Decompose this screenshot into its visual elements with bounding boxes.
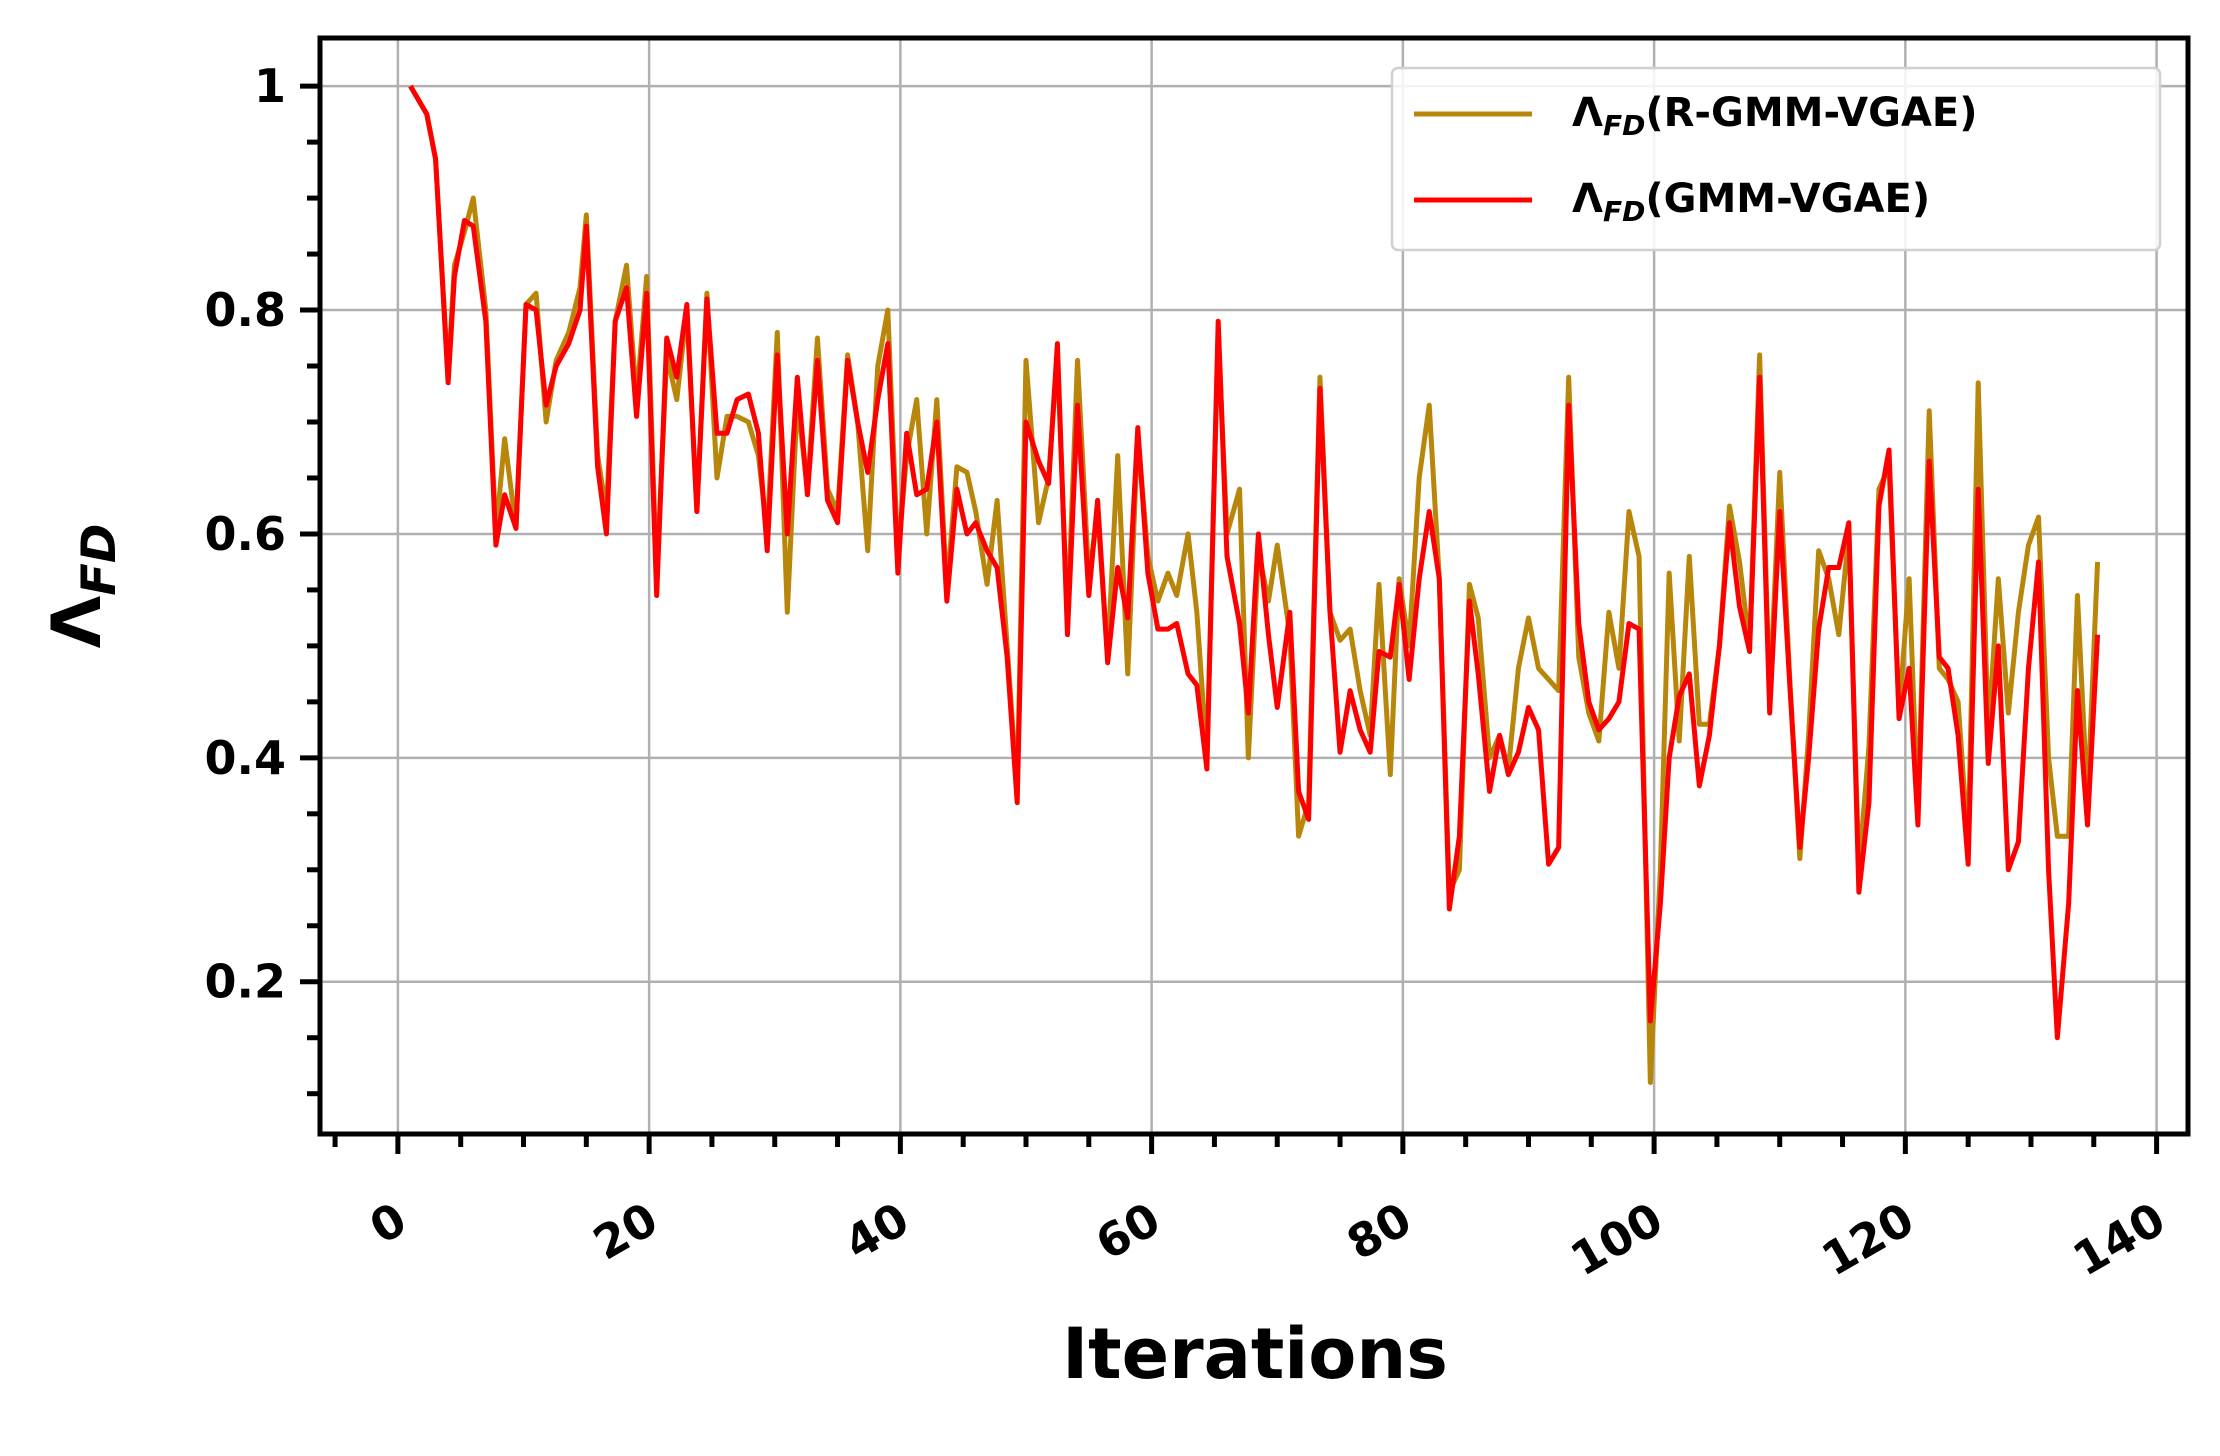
series-line xyxy=(408,84,2101,1041)
x-axis-label: Iterations xyxy=(1062,1313,1448,1395)
y-tick-label: 0.4 xyxy=(205,731,287,785)
y-tick-label: 1 xyxy=(254,59,286,113)
y-axis-label: ΛFD xyxy=(38,524,127,649)
legend: ΛFD(R-GMM-VGAE) ΛFD(GMM-VGAE) xyxy=(1390,66,2162,252)
plot-frame xyxy=(317,35,2191,1137)
legend-label: ΛFD(GMM-VGAE) xyxy=(1572,176,1930,228)
y-tick-label: 0.8 xyxy=(205,283,287,337)
legend-label: ΛFD(R-GMM-VGAE) xyxy=(1572,90,1978,142)
plot-lines xyxy=(408,84,2101,1085)
y-tick-label: 0.6 xyxy=(205,507,287,561)
legend-box xyxy=(1390,66,2162,252)
y-tick-label: 0.2 xyxy=(205,955,287,1009)
